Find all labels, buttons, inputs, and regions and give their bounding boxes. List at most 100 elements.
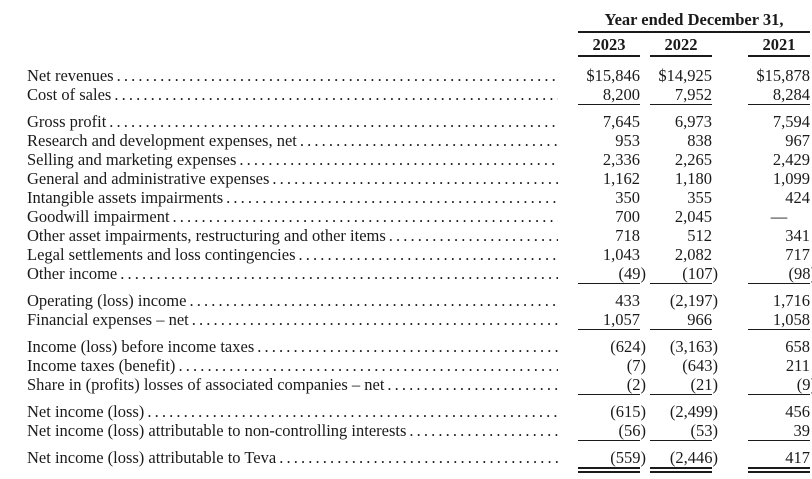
dot-leader	[257, 337, 558, 356]
value-2023: 1,057	[578, 310, 640, 330]
value-2021: 417	[748, 448, 810, 473]
row-label: Financial expenses – net	[27, 310, 189, 329]
dot-leader	[300, 131, 558, 150]
table-row: Other asset impairments, restructuring a…	[0, 226, 812, 245]
table-row: Income (loss) before income taxes (624) …	[0, 337, 812, 356]
year-column-2021: 2021	[748, 35, 810, 57]
value-2023: 953	[615, 131, 640, 150]
value-2022: (3,163)	[669, 337, 718, 356]
value-2022: 7,952	[650, 85, 712, 105]
year-header-row: 2023 2022 2021	[578, 35, 810, 57]
value-2023: 700	[615, 207, 640, 226]
table-row: Net income (loss) (615) (2,499) 456	[0, 402, 812, 421]
value-2021: (9)	[748, 375, 812, 395]
year-column-2023: 2023	[578, 35, 640, 57]
value-2023: (615)	[610, 402, 646, 421]
table-header: Year ended December 31, 2023 2022 2021	[578, 10, 810, 57]
value-2022: 512	[687, 226, 712, 245]
dot-leader	[272, 169, 558, 188]
table-row: Operating (loss) income 433 (2,197) 1,71…	[0, 291, 812, 310]
row-label: Income (loss) before income taxes	[27, 337, 255, 356]
value-2023: 2,336	[602, 150, 640, 169]
row-label: Other asset impairments, restructuring a…	[27, 226, 386, 245]
dot-leader	[226, 188, 558, 207]
value-2021: $15,878	[756, 66, 810, 85]
value-2021: 424	[785, 188, 810, 207]
value-2023: 433	[615, 291, 640, 310]
value-2023: $15,846	[586, 66, 640, 85]
table-row: Other income (49) (107) (98)	[0, 264, 812, 284]
row-label: Cost of sales	[27, 85, 112, 104]
value-2021: —	[770, 207, 788, 226]
value-2023: (7)	[626, 356, 646, 375]
dot-leader	[109, 112, 558, 131]
row-label: Net income (loss) attributable to non-co…	[27, 421, 407, 440]
value-2022: (2,197)	[669, 291, 718, 310]
value-2021: 341	[785, 226, 810, 245]
value-2023: (624)	[610, 337, 646, 356]
table-row: Legal settlements and loss contingencies…	[0, 245, 812, 264]
value-2022: 355	[687, 188, 712, 207]
table-row: Goodwill impairment 700 2,045 —	[0, 207, 812, 226]
value-2021: 39	[748, 421, 810, 441]
row-label: General and administrative expenses	[27, 169, 270, 188]
row-label: Research and development expenses, net	[27, 131, 297, 150]
value-2022: 2,082	[674, 245, 712, 264]
row-label: Gross profit	[27, 112, 107, 131]
value-2023: 7,645	[602, 112, 640, 131]
table-row: Intangible assets impairments 350 355 42…	[0, 188, 812, 207]
dot-leader	[173, 207, 558, 226]
row-label: Other income	[27, 264, 118, 283]
dot-leader	[189, 291, 558, 310]
value-2022: (643)	[682, 356, 718, 375]
table-row: Net income (loss) attributable to Teva (…	[0, 448, 812, 473]
value-2021: 8,284	[748, 85, 810, 105]
value-2022: (2,446)	[650, 448, 718, 473]
dot-leader	[387, 375, 558, 394]
row-label: Share in (profits) losses of associated …	[27, 375, 385, 394]
table-row: Income taxes (benefit) (7) (643) 211	[0, 356, 812, 375]
dot-leader	[299, 245, 558, 264]
row-label: Net revenues	[27, 66, 114, 85]
dot-leader	[409, 421, 558, 440]
year-column-2022: 2022	[650, 35, 712, 57]
table-row: Selling and marketing expenses 2,336 2,2…	[0, 150, 812, 169]
value-2023: 1,043	[602, 245, 640, 264]
table-row: Research and development expenses, net 9…	[0, 131, 812, 150]
value-2021: 1,099	[772, 169, 810, 188]
dot-leader	[114, 85, 558, 104]
value-2022: 1,180	[674, 169, 712, 188]
dot-leader	[120, 264, 558, 283]
table-row: Gross profit 7,645 6,973 7,594	[0, 112, 812, 131]
value-2022: (107)	[650, 264, 718, 284]
dot-leader	[147, 402, 558, 421]
value-2023: (56)	[578, 421, 646, 441]
value-2022: (21)	[650, 375, 718, 395]
dot-leader	[389, 226, 558, 245]
dot-leader	[279, 448, 558, 467]
value-2023: (2)	[578, 375, 646, 395]
table-row: Cost of sales 8,200 7,952 8,284	[0, 85, 812, 105]
value-2023: (559)	[578, 448, 646, 473]
row-label: Selling and marketing expenses	[27, 150, 237, 169]
value-2021: (98)	[748, 264, 812, 284]
table-row: General and administrative expenses 1,16…	[0, 169, 812, 188]
row-label: Net income (loss)	[27, 402, 145, 421]
row-label: Goodwill impairment	[27, 207, 170, 226]
row-label: Operating (loss) income	[27, 291, 187, 310]
value-2023: (49)	[578, 264, 646, 284]
value-2021: 717	[785, 245, 810, 264]
table-row: Net income (loss) attributable to non-co…	[0, 421, 812, 441]
dot-leader	[239, 150, 558, 169]
value-2021: 1,058	[748, 310, 810, 330]
dot-leader	[178, 356, 558, 375]
value-2022: 966	[650, 310, 712, 330]
value-2021: 967	[785, 131, 810, 150]
row-label: Intangible assets impairments	[27, 188, 224, 207]
value-2022: (53)	[650, 421, 718, 441]
value-2021: 456	[785, 402, 810, 421]
value-2022: 2,045	[674, 207, 712, 226]
value-2021: 7,594	[772, 112, 810, 131]
value-2022: $14,925	[658, 66, 712, 85]
